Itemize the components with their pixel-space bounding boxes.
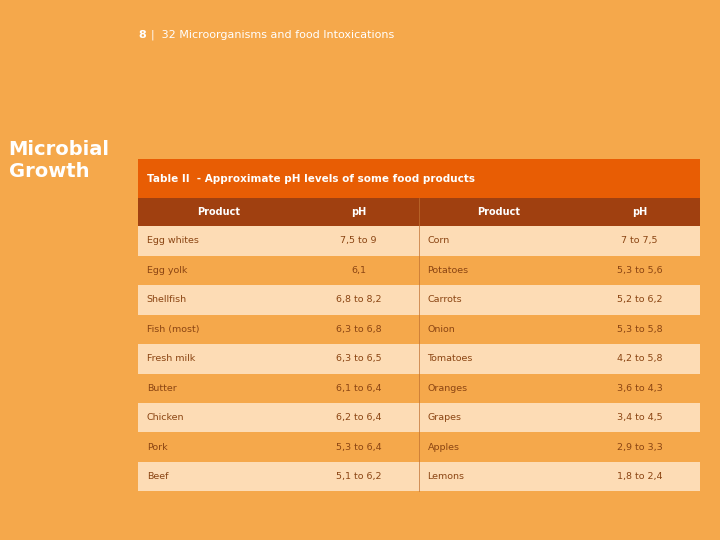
Text: Lemons: Lemons [428,472,464,481]
Text: Egg yolk: Egg yolk [147,266,187,275]
Text: Butter: Butter [147,384,176,393]
Text: 5,3 to 6,4: 5,3 to 6,4 [336,443,382,451]
Text: Product: Product [197,207,240,217]
Text: 4,2 to 5,8: 4,2 to 5,8 [617,354,662,363]
Text: Microbial
Growth: Microbial Growth [9,140,109,181]
Text: Fish (most): Fish (most) [147,325,199,334]
Text: Carrots: Carrots [428,295,462,305]
Text: 6,3 to 6,5: 6,3 to 6,5 [336,354,382,363]
Text: Egg whites: Egg whites [147,237,199,246]
Text: 5,1 to 6,2: 5,1 to 6,2 [336,472,382,481]
Text: Grapes: Grapes [428,413,462,422]
Text: 3,4 to 4,5: 3,4 to 4,5 [616,413,662,422]
Text: 5,3 to 5,6: 5,3 to 5,6 [616,266,662,275]
Text: Fresh milk: Fresh milk [147,354,195,363]
Text: 5,3 to 5,8: 5,3 to 5,8 [616,325,662,334]
Text: pH: pH [351,207,366,217]
Text: |  32 Microorganisms and food Intoxications: | 32 Microorganisms and food Intoxicatio… [151,30,395,40]
Text: Corn: Corn [428,237,450,246]
Text: pH: pH [632,207,647,217]
Text: 1,8 to 2,4: 1,8 to 2,4 [617,472,662,481]
Text: Pork: Pork [147,443,167,451]
Text: Table II  - Approximate pH levels of some food products: Table II - Approximate pH levels of some… [147,174,475,184]
Text: 6,3 to 6,8: 6,3 to 6,8 [336,325,382,334]
Text: Onion: Onion [428,325,455,334]
Text: 5,2 to 6,2: 5,2 to 6,2 [617,295,662,305]
Text: Beef: Beef [147,472,168,481]
Text: 2,9 to 3,3: 2,9 to 3,3 [616,443,662,451]
Text: Potatoes: Potatoes [428,266,469,275]
Text: 8: 8 [138,30,146,40]
Text: 6,8 to 8,2: 6,8 to 8,2 [336,295,382,305]
Text: Shellfish: Shellfish [147,295,186,305]
Text: Product: Product [477,207,521,217]
Text: 6,1: 6,1 [351,266,366,275]
Text: 3,6 to 4,3: 3,6 to 4,3 [616,384,662,393]
Text: 6,1 to 6,4: 6,1 to 6,4 [336,384,382,393]
Text: Tomatoes: Tomatoes [428,354,473,363]
Text: Apples: Apples [428,443,459,451]
Text: 7,5 to 9: 7,5 to 9 [341,237,377,246]
Text: Chicken: Chicken [147,413,184,422]
Text: 6,2 to 6,4: 6,2 to 6,4 [336,413,382,422]
Text: 7 to 7,5: 7 to 7,5 [621,237,657,246]
Text: Oranges: Oranges [428,384,467,393]
